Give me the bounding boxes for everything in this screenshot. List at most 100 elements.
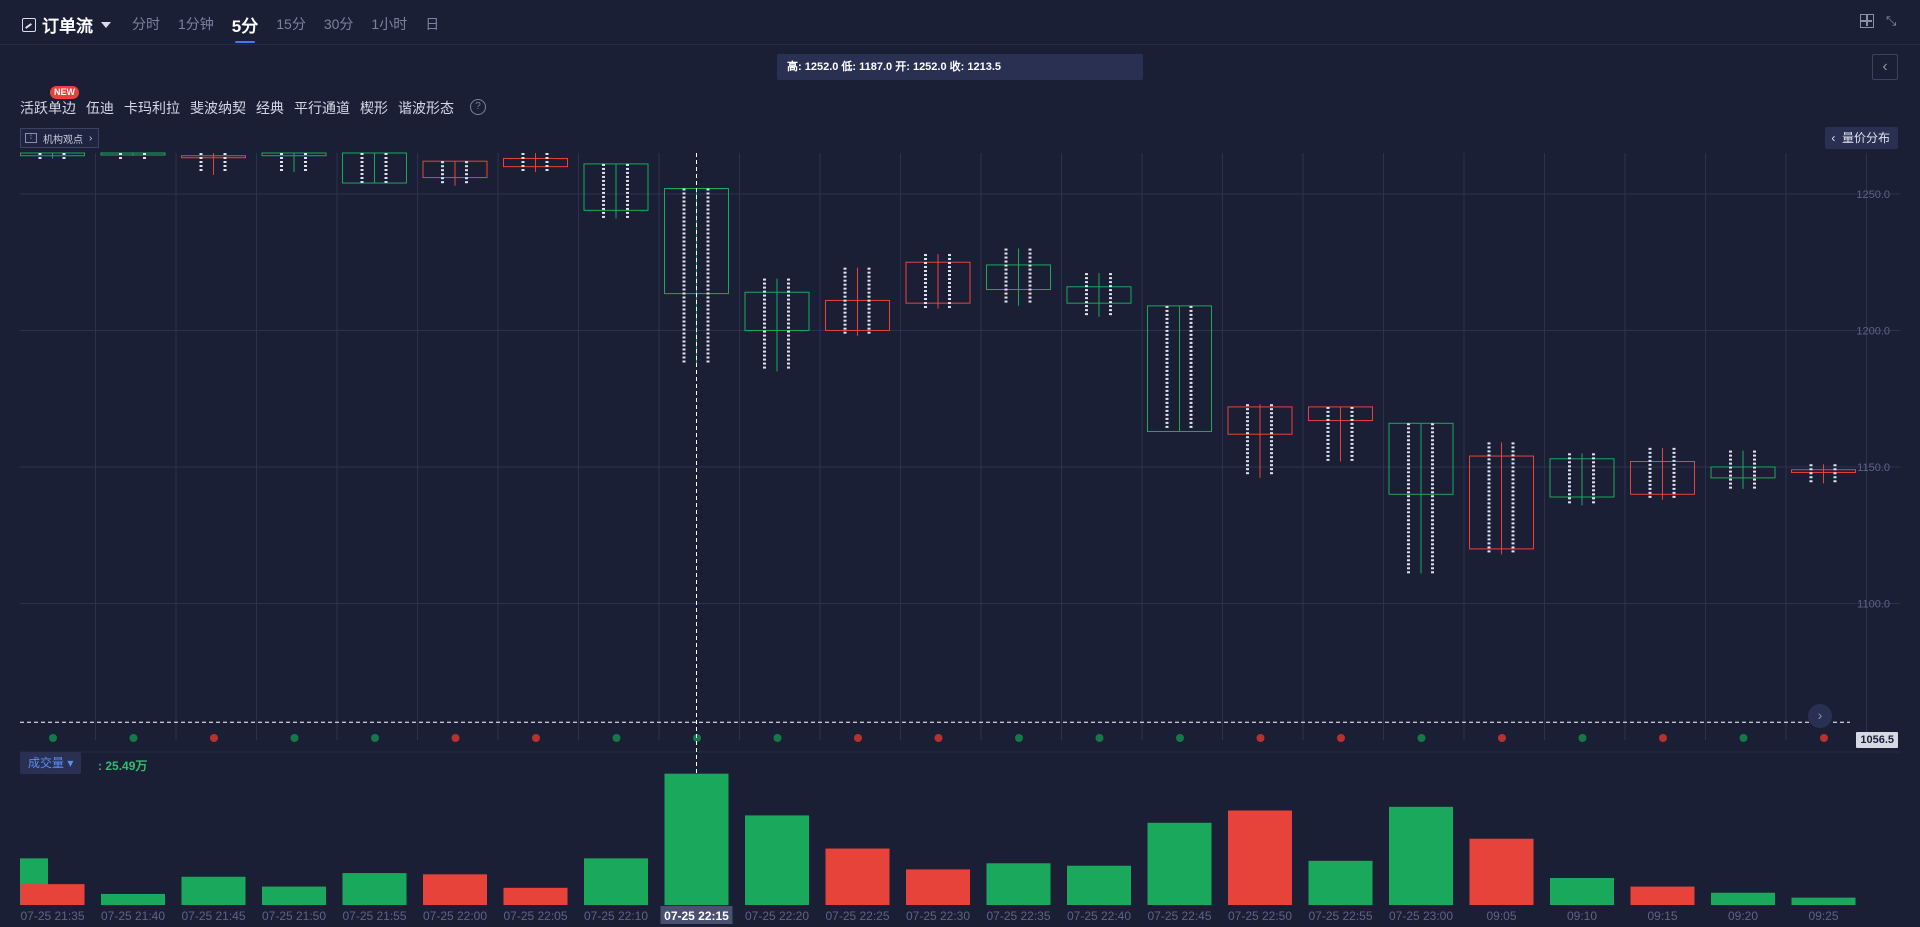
footprint-tick xyxy=(1028,272,1032,275)
footprint-tick xyxy=(1165,333,1169,336)
footprint-tick xyxy=(1407,491,1410,494)
footprint-tick xyxy=(384,169,388,171)
volume-profile-button[interactable]: ‹ 量价分布 xyxy=(1825,127,1898,149)
footprint-tick xyxy=(1431,555,1434,558)
footprint-tick xyxy=(948,286,951,289)
footprint-tick xyxy=(1326,434,1330,437)
footprint-tick xyxy=(1431,423,1434,426)
pattern-item[interactable]: 谐波形态 xyxy=(398,98,454,118)
footprint-tick xyxy=(1487,454,1491,457)
timeframe-tab[interactable]: 分时 xyxy=(132,16,160,32)
help-icon[interactable]: ? xyxy=(470,99,486,115)
volume-indicator-dropdown[interactable]: 成交量 ▾ xyxy=(20,752,82,774)
footprint-tick xyxy=(1672,459,1676,462)
footprint-tick xyxy=(1672,491,1676,494)
footprint-tick xyxy=(1487,518,1491,521)
pattern-item[interactable]: 活跃单边 NEW xyxy=(20,86,79,118)
footprint-tick xyxy=(1431,483,1434,486)
footprint-tick xyxy=(1350,426,1354,429)
footprint-tick xyxy=(626,163,629,166)
pattern-item[interactable]: 经典 xyxy=(256,98,284,118)
timeframe-tab[interactable]: 15分 xyxy=(276,16,306,32)
footprint-tick xyxy=(1085,281,1088,284)
footprint-tick xyxy=(843,299,847,302)
footprint-tick xyxy=(1165,325,1169,328)
footprint-tick xyxy=(1246,424,1249,427)
footprint-tick xyxy=(706,200,710,203)
pattern-item[interactable]: 斐波纳契 xyxy=(190,98,246,118)
footprint-tick xyxy=(545,165,549,167)
timeframe-tab[interactable]: 1分钟 xyxy=(178,16,214,32)
footprint-tick xyxy=(1165,397,1169,400)
footprint-tick xyxy=(1189,317,1193,320)
timeframe-tab[interactable]: 5分 xyxy=(232,12,258,43)
footprint-tick xyxy=(360,165,364,167)
footprint-tick xyxy=(706,236,710,239)
footprint-tick xyxy=(1028,252,1032,255)
timeframe-tab[interactable]: 日 xyxy=(425,16,440,32)
footprint-tick xyxy=(1165,413,1169,416)
pattern-item[interactable]: 楔形 xyxy=(360,98,388,118)
footprint-tick xyxy=(521,165,525,167)
footprint-tick xyxy=(682,296,686,299)
footprint-tick xyxy=(682,336,686,339)
footprint-tick xyxy=(706,360,710,363)
footprint-tick xyxy=(1246,440,1249,443)
footprint-tick xyxy=(602,215,605,218)
volume-bar xyxy=(262,886,326,905)
chart-type-selector[interactable]: 订单流 xyxy=(22,12,111,37)
footprint-tick xyxy=(763,314,766,317)
footprint-tick xyxy=(1672,483,1676,486)
footprint-tick xyxy=(1753,474,1756,477)
footprint-tick xyxy=(763,338,766,341)
footprint-tick xyxy=(787,318,790,321)
footprint-tick xyxy=(1407,483,1410,486)
footprint-tick xyxy=(763,286,766,289)
footprint-tick xyxy=(706,316,710,319)
footprint-tick xyxy=(1407,551,1410,554)
candle-body xyxy=(1147,305,1212,432)
pattern-item[interactable]: 卡玛利拉 xyxy=(124,98,180,118)
footprint-tick xyxy=(360,157,364,159)
footprint-tick xyxy=(1487,546,1491,549)
footprint-tick xyxy=(280,169,283,171)
collapse-icon[interactable]: ⤡ xyxy=(1886,13,1897,28)
footprint-tick xyxy=(1487,494,1491,497)
footprint-tick xyxy=(1165,381,1169,384)
footprint-tick xyxy=(1407,467,1410,470)
footprint-tick xyxy=(1729,458,1732,461)
pattern-item[interactable]: 平行通道 xyxy=(294,98,350,118)
signal-dot xyxy=(1176,734,1184,742)
footprint-tick xyxy=(1004,268,1008,271)
footprint-tick xyxy=(1431,571,1434,574)
footprint-tick xyxy=(706,244,710,247)
pattern-item[interactable]: 伍迪 xyxy=(86,98,114,118)
signal-dot xyxy=(612,734,621,742)
footprint-tick xyxy=(1326,430,1330,433)
footprint-tick xyxy=(1270,452,1273,455)
scroll-right-button[interactable]: › xyxy=(1808,704,1832,728)
grid-layout-icon[interactable] xyxy=(1860,14,1874,28)
footprint-tick xyxy=(465,169,468,172)
footprint-tick xyxy=(1270,448,1273,451)
footprint-tick xyxy=(1431,447,1434,450)
timeframe-tab[interactable]: 30分 xyxy=(323,16,354,32)
footprint-tick xyxy=(1270,416,1273,419)
timeframe-tab[interactable]: 1小时 xyxy=(371,16,408,32)
footprint-tick xyxy=(626,183,629,186)
footprint-tick xyxy=(787,346,790,349)
institution-view-button[interactable]: ⁞ 机构观点 › xyxy=(20,128,100,148)
footprint-tick xyxy=(1511,542,1515,545)
chevron-left-icon[interactable]: ‹ xyxy=(1872,54,1898,80)
x-tick-label: 07-25 21:40 xyxy=(101,909,165,923)
footprint-tick xyxy=(1109,297,1112,300)
footprint-tick xyxy=(706,280,710,283)
footprint-tick xyxy=(1165,377,1169,380)
footprint-tick xyxy=(1004,264,1008,267)
footprint-tick xyxy=(1487,542,1491,545)
x-tick-label: 09:15 xyxy=(1647,909,1677,923)
footprint-tick xyxy=(384,181,388,183)
candle-body xyxy=(1388,422,1454,495)
footprint-tick xyxy=(1350,422,1354,425)
